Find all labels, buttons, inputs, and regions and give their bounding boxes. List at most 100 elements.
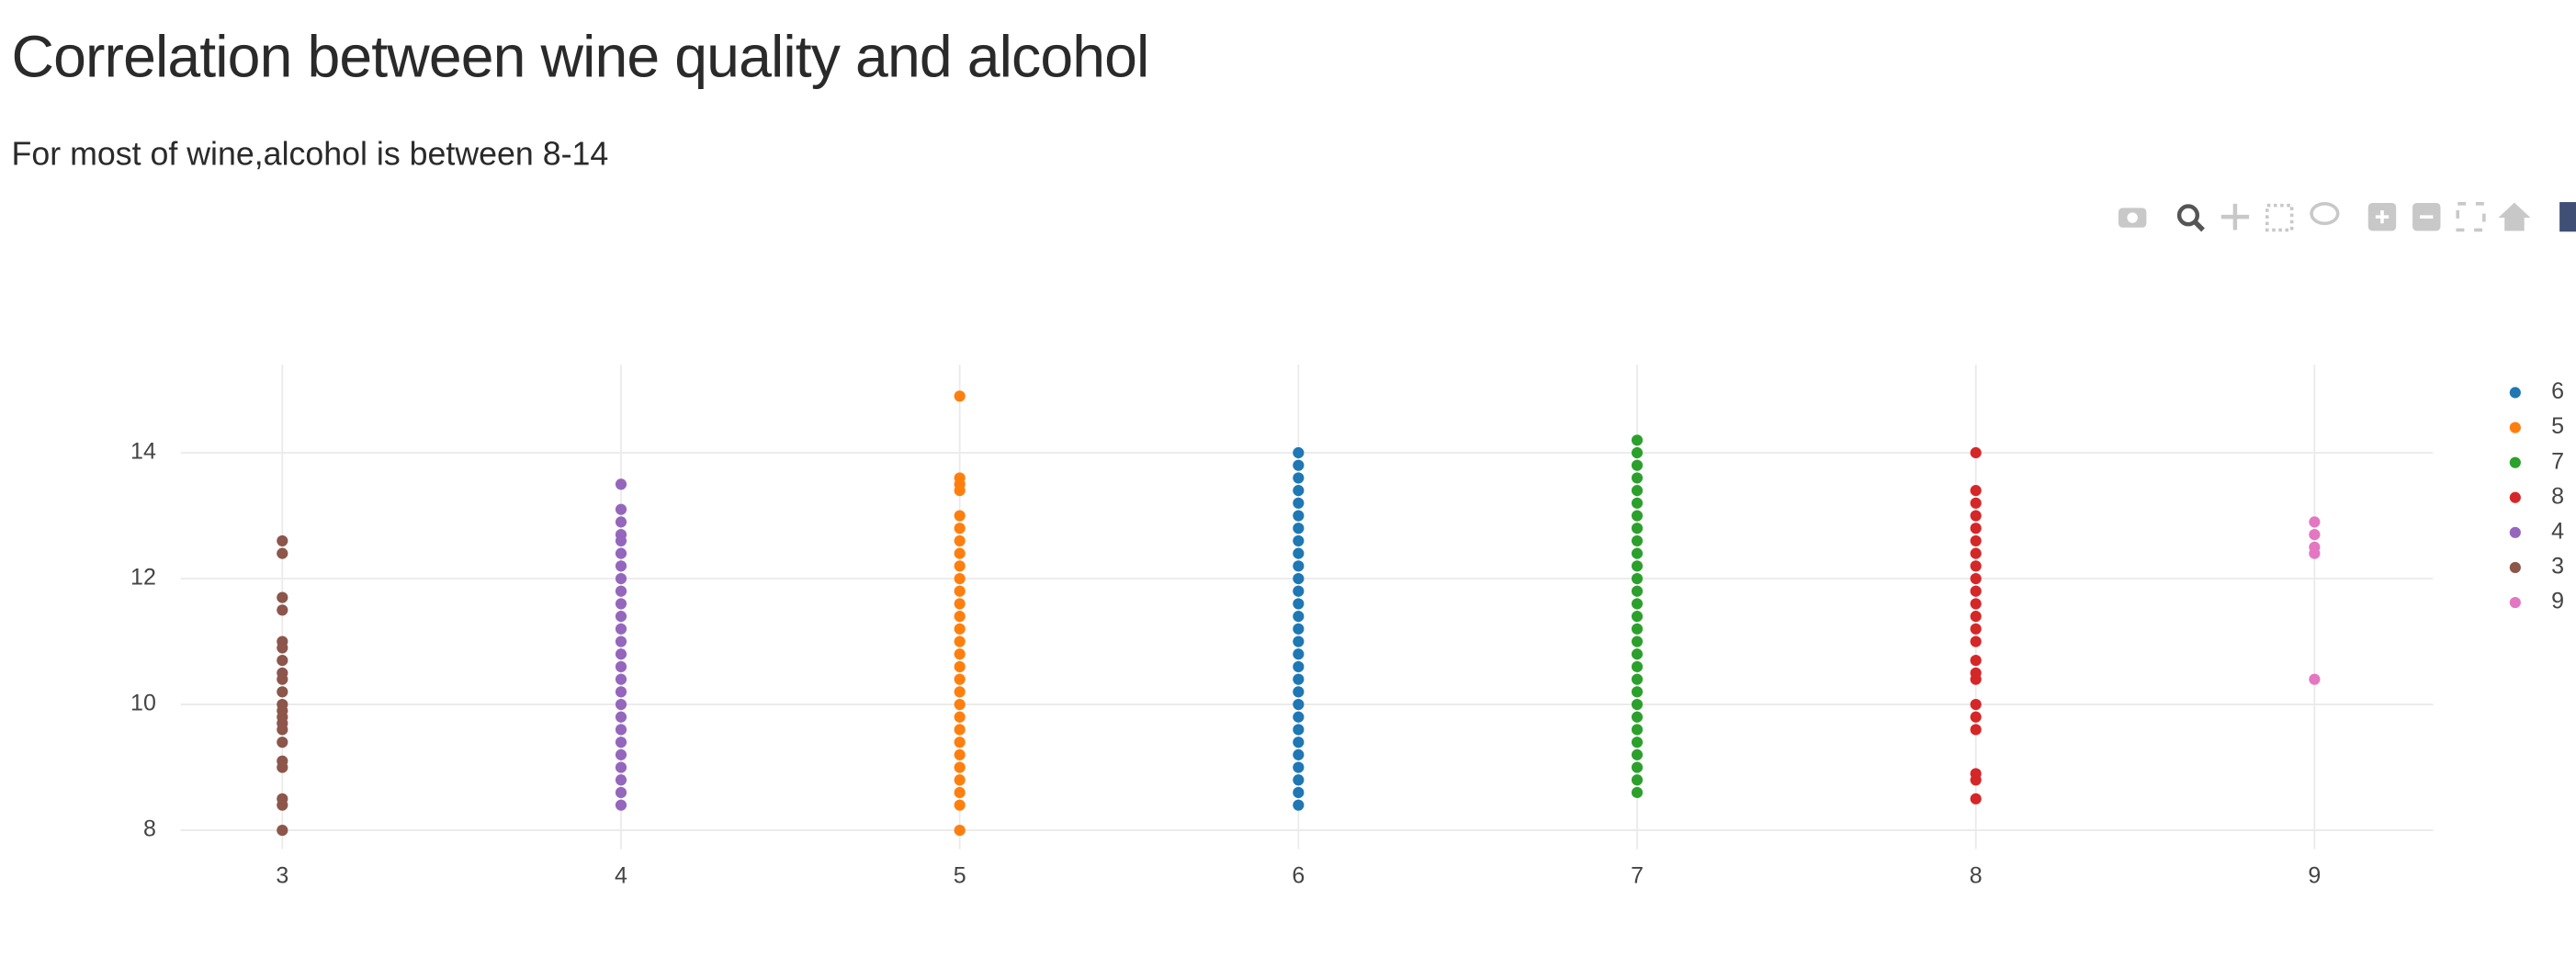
point bbox=[954, 774, 966, 786]
point bbox=[1293, 737, 1305, 748]
point bbox=[1293, 648, 1305, 660]
point bbox=[1293, 660, 1305, 673]
zoom-out-button[interactable] bbox=[2412, 202, 2441, 231]
point bbox=[1293, 748, 1305, 760]
point bbox=[1293, 673, 1305, 685]
point bbox=[954, 711, 966, 723]
point bbox=[954, 611, 966, 623]
point bbox=[2309, 528, 2321, 541]
point bbox=[1631, 611, 1644, 623]
page-title: Correlation between wine quality and alc… bbox=[12, 23, 1149, 89]
point bbox=[1293, 497, 1305, 509]
point bbox=[1631, 648, 1644, 660]
point bbox=[1970, 711, 1982, 723]
point bbox=[1293, 774, 1305, 786]
point bbox=[615, 786, 627, 799]
point bbox=[1631, 623, 1644, 635]
point bbox=[954, 390, 966, 402]
point bbox=[1293, 523, 1305, 535]
point bbox=[615, 623, 627, 635]
point bbox=[1970, 655, 1982, 667]
point bbox=[615, 748, 627, 760]
point bbox=[1970, 547, 1982, 559]
point bbox=[277, 535, 288, 547]
camera-button[interactable] bbox=[2118, 208, 2147, 228]
point bbox=[1293, 611, 1305, 623]
point bbox=[954, 598, 966, 610]
zoom-button[interactable] bbox=[2176, 204, 2205, 232]
legend-label: 4 bbox=[2551, 518, 2564, 544]
point bbox=[1293, 623, 1305, 635]
point bbox=[1293, 510, 1305, 522]
autoscale-button[interactable] bbox=[2456, 202, 2486, 232]
point bbox=[1293, 686, 1305, 698]
point bbox=[2309, 516, 2321, 528]
point bbox=[1631, 748, 1644, 760]
point bbox=[1631, 472, 1644, 484]
point bbox=[1631, 774, 1644, 786]
point bbox=[615, 598, 627, 610]
point bbox=[1970, 768, 1982, 780]
legend-marker bbox=[2509, 526, 2521, 538]
point bbox=[1293, 446, 1305, 459]
lasso-button[interactable] bbox=[2310, 202, 2340, 226]
plotly-logo[interactable] bbox=[2559, 202, 2576, 232]
point bbox=[1293, 560, 1305, 572]
point bbox=[1293, 547, 1305, 559]
zoom-in-button[interactable] bbox=[2367, 202, 2397, 231]
point bbox=[615, 648, 627, 660]
point bbox=[954, 761, 966, 773]
point bbox=[615, 698, 627, 711]
point bbox=[1293, 472, 1305, 484]
point bbox=[277, 604, 288, 616]
point bbox=[615, 711, 627, 723]
legend-label: 7 bbox=[2551, 448, 2564, 474]
point bbox=[277, 591, 288, 603]
point bbox=[1631, 510, 1644, 522]
point bbox=[954, 547, 966, 559]
point bbox=[1293, 485, 1305, 497]
point bbox=[954, 523, 966, 535]
legend-label: 8 bbox=[2551, 483, 2564, 509]
point bbox=[1293, 786, 1305, 799]
point bbox=[1631, 547, 1644, 559]
point bbox=[1631, 660, 1644, 673]
point bbox=[1970, 698, 1982, 711]
point bbox=[615, 686, 627, 698]
point bbox=[1970, 585, 1982, 597]
point bbox=[1970, 611, 1982, 623]
point bbox=[1970, 560, 1982, 572]
point bbox=[615, 503, 627, 515]
box-select-button[interactable] bbox=[2265, 203, 2294, 232]
point bbox=[1631, 711, 1644, 723]
point bbox=[277, 793, 288, 805]
page-subtitle: For most of wine,alcohol is between 8-14 bbox=[12, 135, 609, 172]
y-tick-label: 12 bbox=[130, 565, 156, 591]
legend-marker bbox=[2509, 387, 2521, 399]
point bbox=[954, 560, 966, 572]
point bbox=[1970, 497, 1982, 509]
point bbox=[954, 623, 966, 635]
reset-button[interactable] bbox=[2498, 202, 2531, 231]
point bbox=[954, 472, 966, 484]
point bbox=[1293, 711, 1305, 723]
point bbox=[615, 799, 627, 811]
point bbox=[615, 774, 627, 786]
point bbox=[954, 572, 966, 585]
point bbox=[1293, 799, 1305, 811]
point bbox=[954, 510, 966, 522]
point bbox=[1631, 673, 1644, 685]
point bbox=[954, 824, 966, 837]
point bbox=[1631, 598, 1644, 610]
point bbox=[1631, 497, 1644, 509]
point bbox=[1970, 724, 1982, 736]
point bbox=[954, 636, 966, 647]
point bbox=[615, 547, 627, 559]
x-tick-label: 8 bbox=[1970, 863, 1983, 889]
point bbox=[954, 724, 966, 736]
x-tick-label: 9 bbox=[2308, 863, 2321, 889]
point bbox=[277, 686, 288, 698]
point bbox=[1631, 786, 1644, 799]
pan-button[interactable] bbox=[2220, 203, 2250, 231]
